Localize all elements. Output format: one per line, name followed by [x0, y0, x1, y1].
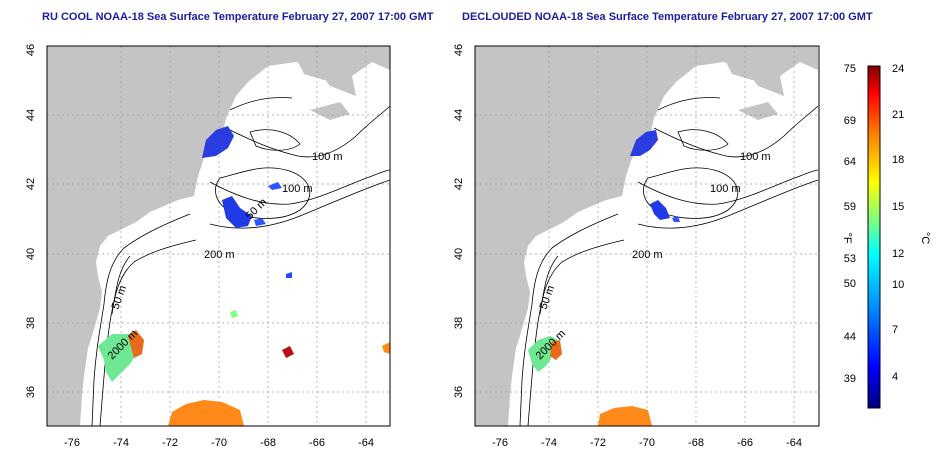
- f-tick: 64: [844, 156, 856, 168]
- contour-label-200m: 200 m: [204, 249, 235, 261]
- contour-label-100m-b: 100 m: [282, 183, 313, 195]
- f-tick: 59: [844, 201, 856, 213]
- lat-tick: 40: [25, 248, 37, 260]
- lon-tick: -68: [688, 437, 704, 449]
- sst-patch-southern-warm: [528, 336, 558, 372]
- lon-tick: -70: [211, 437, 227, 449]
- c-tick: 15: [892, 201, 904, 213]
- lat-tick: 46: [453, 44, 465, 56]
- sst-patch-small-green: [230, 310, 238, 318]
- c-tick: 4: [892, 371, 898, 383]
- lon-tick: -76: [64, 437, 80, 449]
- lat-tick: 36: [25, 386, 37, 398]
- f-tick: 44: [844, 331, 856, 343]
- left-lon-ticks: -76 -74 -72 -70 -68 -66 -64: [64, 437, 374, 449]
- left-lat-ticks: 36 38 40 42 44 46: [25, 44, 37, 398]
- sst-patch-southern-edge: [550, 340, 562, 360]
- lon-tick: -66: [309, 437, 325, 449]
- sst-patch-south-orange: [598, 406, 652, 426]
- lon-tick: -70: [639, 437, 655, 449]
- lon-tick: -66: [737, 437, 753, 449]
- lon-tick: -72: [162, 437, 178, 449]
- colorbar-gradient: [867, 65, 881, 409]
- lon-tick: -74: [541, 437, 557, 449]
- lat-tick: 42: [453, 178, 465, 190]
- contour-label-100m-a: 100 m: [740, 151, 771, 163]
- sst-patch-small-1: [672, 216, 680, 222]
- lat-tick: 42: [25, 178, 37, 190]
- c-tick: 7: [892, 324, 898, 336]
- lon-tick: -64: [358, 437, 374, 449]
- left-plot-frame: [46, 45, 391, 427]
- contour-label-100m-a: 100 m: [312, 151, 343, 163]
- sst-patch-small-blue: [286, 272, 292, 278]
- lat-tick: 40: [453, 248, 465, 260]
- lon-tick: -76: [492, 437, 508, 449]
- right-map-panel: 100 m 100 m 200 m 50 m 2000 m -76 -74 -7…: [453, 44, 820, 449]
- f-tick: 69: [844, 115, 856, 127]
- sst-patch-small-orange: [382, 342, 390, 354]
- lat-tick: 38: [25, 317, 37, 329]
- celsius-label: °C: [919, 232, 931, 244]
- c-tick: 10: [892, 279, 904, 291]
- c-tick: 21: [892, 109, 904, 121]
- lon-tick: -64: [786, 437, 802, 449]
- sst-patch-southern-warm: [98, 334, 140, 382]
- f-tick: 53: [844, 253, 856, 265]
- sst-patch-southern-edge: [128, 330, 144, 358]
- lat-tick: 44: [25, 109, 37, 121]
- lat-tick: 46: [25, 44, 37, 56]
- lat-tick: 44: [453, 109, 465, 121]
- right-plot-frame: [474, 45, 820, 427]
- f-tick: 39: [844, 373, 856, 385]
- celsius-ticks: 24 21 18 15 12 10 7 4: [892, 63, 904, 383]
- sst-patch-small-red: [282, 346, 294, 358]
- left-panel-title: RU COOL NOAA-18 Sea Surface Temperature …: [42, 11, 434, 23]
- c-tick: 24: [892, 63, 904, 75]
- fahrenheit-ticks: 75 69 64 59 53 50 44 39: [844, 63, 856, 385]
- fahrenheit-label: °F: [841, 232, 853, 243]
- right-lon-ticks: -76 -74 -72 -70 -68 -66 -64: [492, 437, 802, 449]
- temperature-colorbar: 75 69 64 59 53 50 44 39 24 21 18 15 12 1…: [841, 63, 931, 409]
- lat-tick: 36: [453, 386, 465, 398]
- sst-patch-georges-bank: [222, 196, 252, 228]
- left-map-panel: 100 m 100 m 50 m 200 m 50 m 2000 m -76 -…: [25, 44, 391, 449]
- right-lat-ticks: 36 38 40 42 44 46: [453, 44, 465, 398]
- f-tick: 75: [844, 63, 856, 75]
- contour-label-200m: 200 m: [632, 249, 663, 261]
- lon-tick: -72: [590, 437, 606, 449]
- right-panel-title: DECLOUDED NOAA-18 Sea Surface Temperatur…: [462, 11, 873, 23]
- f-tick: 50: [844, 278, 856, 290]
- lon-tick: -68: [260, 437, 276, 449]
- sst-patch-gulf-of-maine: [630, 130, 658, 156]
- c-tick: 12: [892, 248, 904, 260]
- contour-label-100m-b: 100 m: [710, 183, 741, 195]
- sst-patch-small-1: [268, 182, 282, 190]
- c-tick: 18: [892, 154, 904, 166]
- sst-patch-gulf-of-maine: [202, 126, 234, 158]
- sst-patch-south-orange: [168, 400, 244, 426]
- sst-patch-small-2: [254, 218, 266, 226]
- lon-tick: -74: [113, 437, 129, 449]
- sst-patch-georges-bank: [650, 200, 670, 220]
- lat-tick: 38: [453, 317, 465, 329]
